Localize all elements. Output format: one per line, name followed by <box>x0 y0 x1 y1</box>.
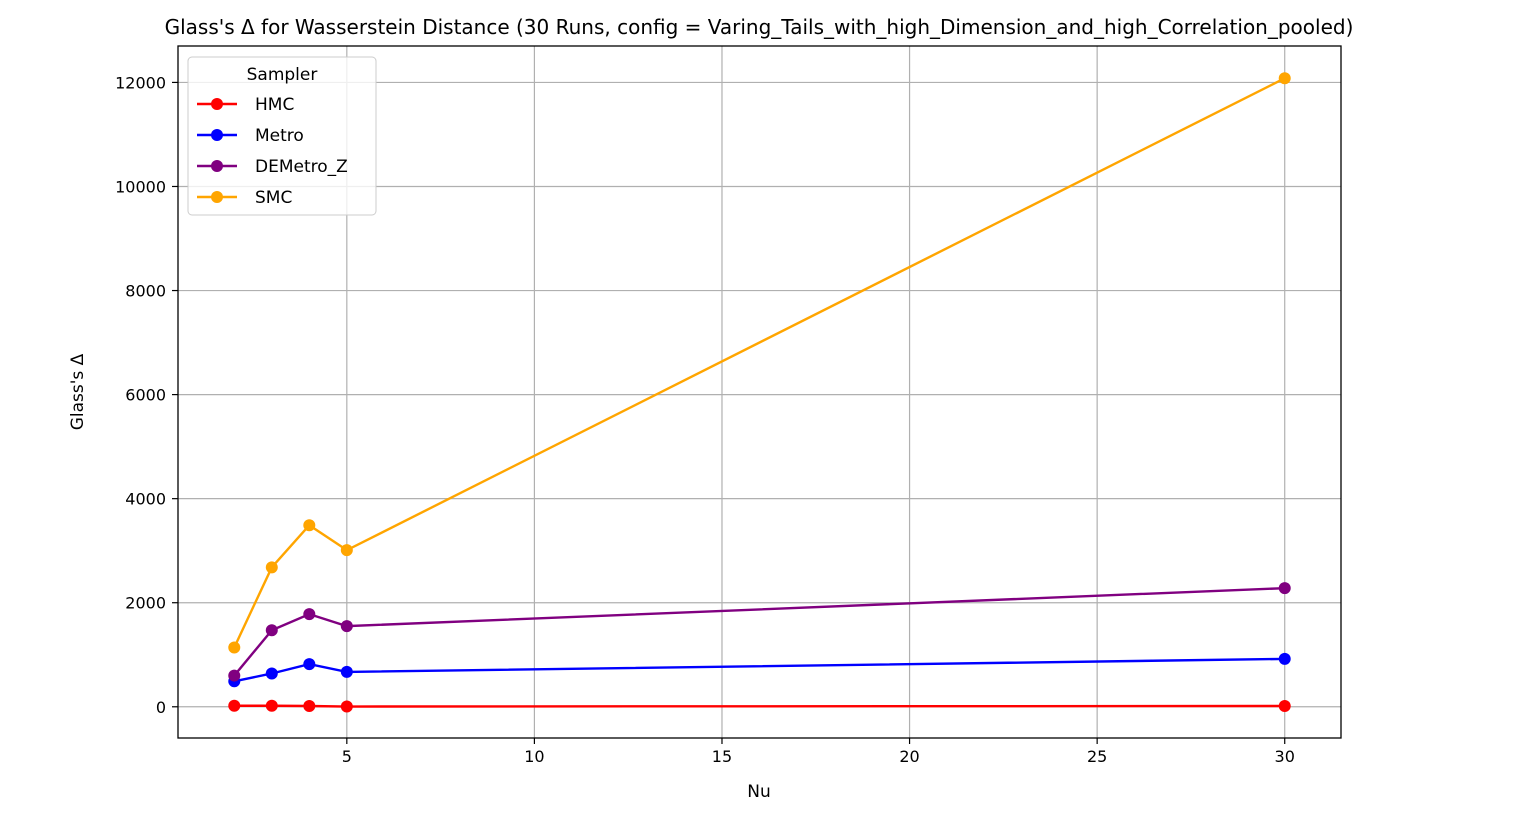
legend-entry-SMC: SMC <box>197 188 292 208</box>
legend: Sampler HMC Metro DEMetro_Z SMC <box>187 56 377 216</box>
point-HMC-3 <box>265 699 278 712</box>
y-tick-label-12000: 12000 <box>115 73 166 92</box>
point-SMC-5 <box>340 544 353 557</box>
legend-title: Sampler <box>247 65 318 85</box>
x-tick-label-30: 30 <box>1275 747 1295 766</box>
point-SMC-3 <box>265 561 278 574</box>
point-SMC-30 <box>1278 72 1291 85</box>
chart-title: Glass's Δ for Wasserstein Distance (30 R… <box>165 15 1354 39</box>
point-HMC-4 <box>303 700 316 713</box>
legend-marker-SMC <box>211 191 223 203</box>
point-Metro-3 <box>265 667 278 680</box>
x-axis-ticks: 5 10 15 20 25 30 <box>342 738 1295 766</box>
y-tick-label-0: 0 <box>156 698 166 717</box>
legend-label-SMC: SMC <box>255 188 292 208</box>
legend-entry-DEMetro_Z: DEMetro_Z <box>197 157 348 177</box>
legend-label-HMC: HMC <box>255 95 294 115</box>
point-DEMetro_Z-3 <box>265 624 278 637</box>
point-Metro-5 <box>340 665 353 678</box>
y-tick-label-10000: 10000 <box>115 177 166 196</box>
series-SMC <box>228 72 1291 654</box>
series-HMC <box>228 699 1291 713</box>
point-DEMetro_Z-5 <box>340 620 353 633</box>
series-lines <box>228 72 1291 713</box>
point-HMC-30 <box>1278 700 1291 713</box>
legend-label-DEMetro_Z: DEMetro_Z <box>255 157 348 177</box>
legend-marker-HMC <box>211 98 223 110</box>
legend-marker-DEMetro_Z <box>211 160 223 172</box>
point-HMC-2 <box>228 699 241 712</box>
series-Metro <box>228 652 1291 688</box>
legend-entry-HMC: HMC <box>197 95 294 115</box>
x-tick-label-20: 20 <box>899 747 919 766</box>
series-DEMetro_Z <box>228 582 1291 682</box>
point-DEMetro_Z-2 <box>228 669 241 682</box>
legend-label-Metro: Metro <box>255 126 304 146</box>
y-axis-label: Glass's Δ <box>68 353 88 430</box>
x-tick-label-25: 25 <box>1087 747 1107 766</box>
point-DEMetro_Z-4 <box>303 608 316 621</box>
y-tick-label-4000: 4000 <box>125 490 166 509</box>
y-axis-ticks: 0 2000 4000 6000 8000 10000 12000 <box>115 73 178 717</box>
y-tick-label-6000: 6000 <box>125 386 166 405</box>
plot-frame <box>177 45 1342 739</box>
x-tick-label-5: 5 <box>342 747 352 766</box>
x-axis-label: Nu <box>747 782 771 802</box>
legend-box <box>187 56 377 216</box>
point-DEMetro_Z-30 <box>1278 582 1291 595</box>
point-Metro-30 <box>1278 652 1291 665</box>
point-HMC-5 <box>340 700 353 713</box>
point-SMC-4 <box>303 519 316 532</box>
y-tick-label-2000: 2000 <box>125 594 166 613</box>
legend-entry-Metro: Metro <box>197 126 304 146</box>
point-Metro-4 <box>303 658 316 671</box>
x-tick-label-10: 10 <box>524 747 544 766</box>
point-SMC-2 <box>228 641 241 654</box>
x-tick-label-15: 15 <box>712 747 732 766</box>
series-line-HMC <box>234 704 1285 708</box>
legend-marker-Metro <box>211 129 223 141</box>
y-tick-label-8000: 8000 <box>125 282 166 301</box>
